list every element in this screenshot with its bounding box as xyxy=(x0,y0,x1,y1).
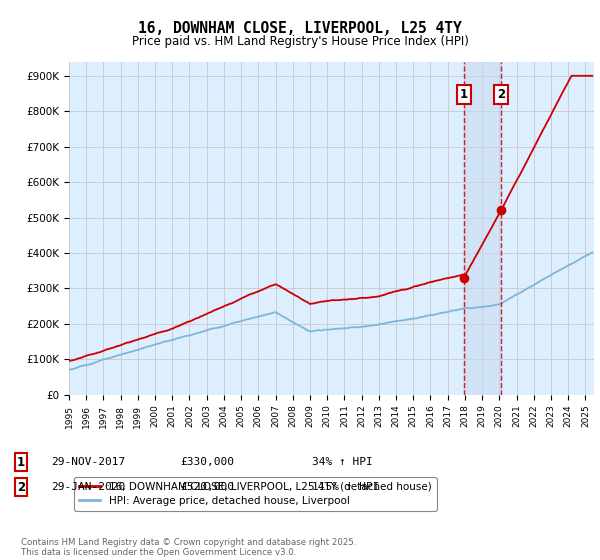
Text: 29-NOV-2017: 29-NOV-2017 xyxy=(51,457,125,467)
Text: 2: 2 xyxy=(497,88,505,101)
Text: Price paid vs. HM Land Registry's House Price Index (HPI): Price paid vs. HM Land Registry's House … xyxy=(131,35,469,48)
Text: 2: 2 xyxy=(17,480,25,494)
Text: 115% ↑ HPI: 115% ↑ HPI xyxy=(312,482,380,492)
Legend: 16, DOWNHAM CLOSE, LIVERPOOL, L25 4TY (detached house), HPI: Average price, deta: 16, DOWNHAM CLOSE, LIVERPOOL, L25 4TY (d… xyxy=(74,477,437,511)
Text: 1: 1 xyxy=(17,455,25,469)
Text: Contains HM Land Registry data © Crown copyright and database right 2025.
This d: Contains HM Land Registry data © Crown c… xyxy=(21,538,356,557)
Text: 29-JAN-2020: 29-JAN-2020 xyxy=(51,482,125,492)
Text: 16, DOWNHAM CLOSE, LIVERPOOL, L25 4TY: 16, DOWNHAM CLOSE, LIVERPOOL, L25 4TY xyxy=(138,21,462,36)
Text: 34% ↑ HPI: 34% ↑ HPI xyxy=(312,457,373,467)
Text: £520,000: £520,000 xyxy=(180,482,234,492)
Text: £330,000: £330,000 xyxy=(180,457,234,467)
Bar xyxy=(464,62,501,395)
Text: 1: 1 xyxy=(460,88,467,101)
